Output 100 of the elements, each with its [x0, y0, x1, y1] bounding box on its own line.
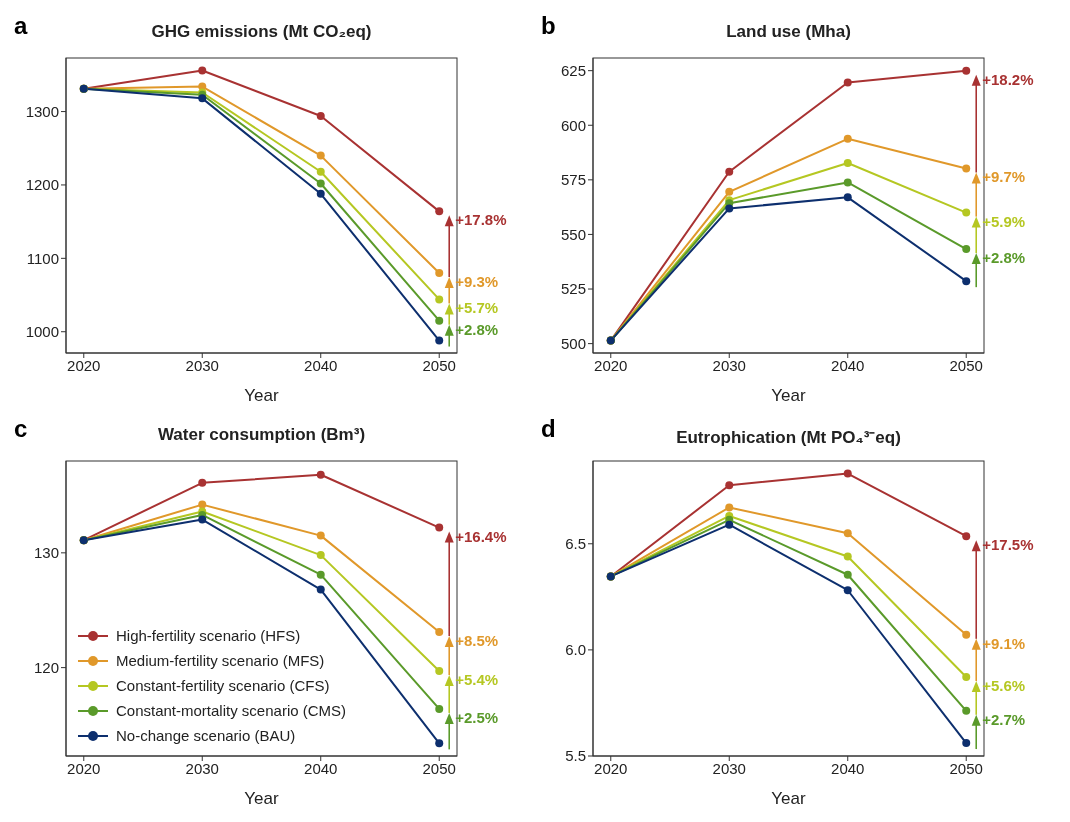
annotation: +2.8% — [982, 249, 1026, 267]
annotation: +9.7% — [982, 168, 1026, 186]
legend-label: Constant-fertility scenario (CFS) — [116, 677, 330, 694]
y-tick-label: 575 — [560, 171, 586, 189]
point — [962, 532, 971, 541]
point — [316, 167, 325, 176]
point — [725, 167, 734, 176]
point — [962, 739, 971, 748]
point — [843, 78, 852, 87]
annotation: +2.8% — [455, 320, 499, 338]
text: b — [541, 12, 556, 40]
annotation: +17.8% — [455, 211, 507, 229]
point — [962, 706, 971, 715]
x-tick-label: 2030 — [712, 356, 746, 374]
text: d — [541, 415, 556, 443]
y-tick-label: 1300 — [25, 102, 59, 120]
x-tick-label: 2030 — [185, 356, 219, 374]
point — [725, 204, 734, 213]
point — [725, 187, 734, 196]
point — [843, 134, 852, 143]
point — [435, 628, 444, 637]
point — [316, 189, 325, 198]
point — [435, 269, 444, 278]
point — [435, 523, 444, 532]
y-tick-label: 120 — [33, 658, 59, 676]
x-tick-label: 2040 — [304, 759, 338, 777]
chart-title: GHG emissions (Mt CO₂eq) — [150, 22, 373, 42]
x-tick-label: 2030 — [185, 759, 219, 777]
point — [725, 481, 734, 490]
y-tick-label: 1000 — [25, 323, 59, 341]
y-tick-label: 1100 — [26, 249, 59, 267]
point — [198, 66, 207, 75]
annotation: +5.4% — [455, 671, 499, 689]
x-tick-label: 2050 — [422, 759, 456, 777]
point — [435, 336, 444, 345]
text: a — [14, 12, 28, 40]
point — [843, 193, 852, 202]
point — [316, 570, 325, 579]
x-tick-label: 2050 — [422, 356, 456, 374]
chart-title: Water consumption (Bm³) — [156, 425, 367, 445]
point — [962, 245, 971, 254]
chart-title: Eutrophication (Mt PO₄³⁻eq) — [675, 427, 902, 448]
point — [435, 739, 444, 748]
chart-title: Land use (Mha) — [725, 22, 852, 42]
point — [843, 570, 852, 579]
y-tick-label: 550 — [560, 225, 586, 243]
annotation: +5.6% — [982, 677, 1026, 695]
point — [435, 667, 444, 676]
point — [962, 208, 971, 217]
point — [435, 704, 444, 713]
y-tick-label: 5.5 — [565, 747, 586, 765]
x-tick-label: 2040 — [831, 759, 865, 777]
x-axis-title: Year — [771, 386, 807, 405]
point — [198, 500, 207, 509]
y-tick-label: 130 — [33, 544, 59, 562]
point — [316, 531, 325, 540]
point — [316, 151, 325, 160]
point — [198, 515, 207, 524]
point — [725, 503, 734, 512]
point — [843, 586, 852, 595]
x-tick-label: 2020 — [67, 759, 101, 777]
point — [962, 630, 971, 639]
point — [962, 164, 971, 173]
point — [198, 478, 207, 487]
y-tick-label: 600 — [560, 116, 586, 134]
x-axis-title: Year — [244, 789, 280, 808]
point — [962, 277, 971, 286]
point — [198, 94, 207, 103]
point — [316, 111, 325, 120]
y-tick-label: 625 — [560, 61, 586, 79]
point — [843, 159, 852, 168]
annotation: +5.7% — [455, 299, 499, 317]
y-tick-label: 500 — [560, 334, 586, 352]
x-tick-label: 2020 — [67, 356, 101, 374]
annotation: +8.5% — [455, 632, 499, 650]
x-tick-label: 2040 — [304, 356, 338, 374]
point — [435, 316, 444, 325]
legend-label: Constant-mortality scenario (CMS) — [116, 702, 347, 719]
annotation: +17.5% — [982, 536, 1034, 554]
point — [316, 551, 325, 560]
y-tick-label: 1200 — [25, 176, 59, 194]
x-tick-label: 2050 — [949, 759, 983, 777]
point — [316, 470, 325, 479]
point — [962, 673, 971, 682]
annotation: +16.4% — [455, 527, 507, 545]
y-tick-label: 6.5 — [565, 535, 586, 553]
x-axis-title: Year — [244, 386, 280, 405]
point — [316, 179, 325, 188]
point — [435, 295, 444, 304]
annotation: +9.3% — [455, 273, 499, 291]
point — [843, 178, 852, 187]
point — [435, 207, 444, 216]
x-tick-label: 2030 — [712, 759, 746, 777]
legend-label: No-change scenario (BAU) — [116, 727, 296, 744]
legend-label: High-fertility scenario (HFS) — [116, 627, 301, 644]
text: c — [14, 415, 28, 443]
x-tick-label: 2020 — [594, 759, 628, 777]
y-tick-label: 6.0 — [565, 641, 586, 659]
x-tick-label: 2050 — [949, 356, 983, 374]
point — [962, 66, 971, 75]
